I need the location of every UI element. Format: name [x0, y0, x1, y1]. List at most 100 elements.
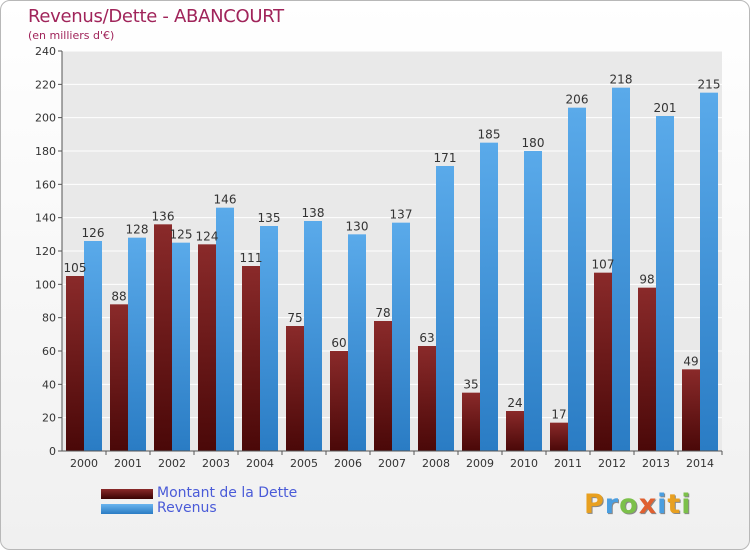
bar-revenus: [348, 234, 366, 451]
y-tick-label: 240: [35, 45, 56, 58]
data-label-revenus: 171: [434, 151, 457, 165]
data-label-revenus: 180: [522, 136, 545, 150]
x-tick-label: 2000: [70, 457, 98, 470]
bar-revenus: [524, 151, 542, 451]
data-label-revenus: 146: [214, 193, 237, 207]
logo-letter: i: [681, 489, 692, 520]
y-tick-label: 80: [42, 312, 56, 325]
data-label-dette: 78: [375, 306, 390, 320]
logo-letter: i: [657, 489, 668, 520]
data-label-dette: 63: [419, 331, 434, 345]
bar-dette: [286, 326, 304, 451]
x-tick-label: 2012: [598, 457, 626, 470]
bar-revenus: [216, 207, 234, 451]
y-tick-label: 0: [49, 445, 56, 458]
bar-dette: [330, 351, 348, 451]
x-tick-label: 2005: [290, 457, 318, 470]
bar-dette: [154, 224, 172, 451]
x-tick-label: 2008: [422, 457, 450, 470]
chart-title: Revenus/Dette - ABANCOURT: [28, 6, 284, 27]
legend-swatch-revenus: [101, 504, 153, 514]
data-label-dette: 124: [196, 229, 219, 243]
bar-revenus: [260, 226, 278, 451]
x-tick-label: 2013: [642, 457, 670, 470]
bar-revenus: [612, 87, 630, 452]
bar-dette: [506, 411, 524, 451]
x-tick-label: 2010: [510, 457, 538, 470]
bar-revenus: [568, 107, 586, 452]
bar-dette: [374, 321, 392, 451]
x-tick-label: 2002: [158, 457, 186, 470]
y-tick-label: 20: [42, 412, 56, 425]
bar-dette: [550, 422, 568, 451]
bar-revenus: [700, 92, 718, 452]
y-tick-label: 220: [35, 78, 56, 91]
y-tick-label: 60: [42, 345, 56, 358]
bar-dette: [638, 287, 656, 451]
bar-dette: [682, 369, 700, 451]
y-tick-label: 180: [35, 145, 56, 158]
bar-revenus: [84, 241, 102, 451]
bar-dette: [66, 276, 84, 451]
logo-letter: r: [604, 489, 620, 520]
data-label-revenus: 206: [566, 93, 589, 107]
y-tick-label: 160: [35, 178, 56, 191]
data-label-revenus: 218: [610, 73, 633, 87]
data-label-revenus: 130: [346, 219, 369, 233]
data-label-dette: 107: [592, 258, 615, 272]
bar-dette: [110, 304, 128, 451]
proxiti-logo: Proxiti: [584, 489, 692, 520]
data-label-revenus: 125: [170, 228, 193, 242]
data-label-revenus: 138: [302, 206, 325, 220]
data-label-revenus: 137: [390, 208, 413, 222]
x-tick-label: 2009: [466, 457, 494, 470]
data-label-dette: 24: [507, 396, 522, 410]
y-tick-label: 100: [35, 278, 56, 291]
bar-revenus: [480, 142, 498, 451]
bar-dette: [462, 392, 480, 451]
chart-subtitle: (en milliers d'€): [28, 29, 115, 42]
bar-revenus: [304, 221, 322, 451]
y-tick-label: 120: [35, 245, 56, 258]
data-label-dette: 136: [152, 209, 175, 223]
data-label-revenus: 215: [698, 78, 721, 92]
data-label-dette: 88: [111, 289, 126, 303]
data-label-dette: 17: [551, 408, 566, 422]
bar-revenus: [392, 222, 410, 451]
x-tick-label: 2014: [686, 457, 714, 470]
bar-dette: [594, 272, 612, 451]
data-label-revenus: 128: [126, 223, 149, 237]
y-tick-label: 140: [35, 212, 56, 225]
legend-swatch-dette: [101, 489, 153, 499]
y-tick-label: 200: [35, 112, 56, 125]
x-tick-label: 2004: [246, 457, 274, 470]
logo-letter: o: [619, 489, 639, 520]
logo-letter: t: [667, 489, 682, 520]
bar-revenus: [656, 116, 674, 451]
x-tick-label: 2007: [378, 457, 406, 470]
logo-letter: P: [584, 489, 605, 520]
bar-revenus: [436, 166, 454, 451]
data-label-revenus: 135: [258, 211, 281, 225]
data-label-revenus: 185: [478, 128, 501, 142]
data-label-dette: 105: [64, 261, 87, 275]
data-label-dette: 60: [331, 336, 346, 350]
x-tick-label: 2011: [554, 457, 582, 470]
legend-label-dette: Montant de la Dette: [157, 485, 298, 501]
bar-dette: [198, 244, 216, 451]
data-label-revenus: 201: [654, 101, 677, 115]
data-label-dette: 49: [683, 354, 698, 368]
data-label-dette: 111: [240, 251, 263, 265]
data-label-dette: 75: [287, 311, 302, 325]
x-tick-label: 2003: [202, 457, 230, 470]
bar-dette: [242, 266, 260, 451]
data-label-revenus: 126: [82, 226, 105, 240]
bar-revenus: [172, 242, 190, 451]
legend-label-revenus: Revenus: [157, 500, 217, 516]
logo-letter: x: [638, 489, 658, 520]
x-tick-label: 2001: [114, 457, 142, 470]
data-label-dette: 35: [463, 378, 478, 392]
bar-dette: [418, 346, 436, 451]
